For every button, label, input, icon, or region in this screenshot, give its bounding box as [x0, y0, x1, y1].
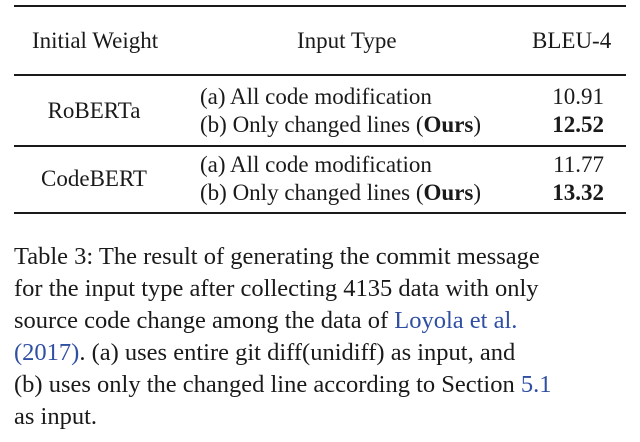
input-type-label: (a) All code modification [200, 84, 432, 109]
caption-text: (b) uses only the changed line according… [14, 371, 521, 398]
header-input-type: Input Type [297, 28, 397, 53]
bleu-score-best: 12.52 [552, 112, 604, 137]
input-type-label: (b) Only changed lines ( [200, 180, 424, 205]
bleu-score: 10.91 [552, 84, 604, 109]
table-caption: Table 3: The result of generating the co… [14, 241, 626, 433]
header-initial-weight: Initial Weight [32, 28, 159, 53]
input-type-row: (a) All code modification [200, 152, 432, 178]
input-type-row: (b) Only changed lines (Ours) [200, 180, 481, 206]
caption-text: . (a) uses entire git diff(unidiff) as i… [79, 339, 516, 366]
weight-codebert: CodeBERT [41, 166, 147, 191]
ours-close-paren: ) [473, 112, 482, 137]
results-table: Initial Weight Input Type BLEU-4 RoBERTa… [14, 0, 626, 214]
input-type-row: (a) All code modification [200, 84, 432, 110]
input-type-label: (a) All code modification [200, 152, 432, 177]
caption-line: (b) uses only the changed line according… [14, 369, 626, 401]
header-rule [14, 74, 626, 76]
caption-line: as input. [14, 403, 98, 430]
citation-link[interactable]: Loyola et al. [394, 307, 518, 334]
input-type-label: (b) Only changed lines ( [200, 112, 424, 137]
bleu-score-best: 13.32 [552, 180, 604, 205]
ours-close-paren: ) [473, 180, 482, 205]
caption-text: source code change among the data of [14, 307, 395, 334]
bleu-score: 11.77 [553, 152, 604, 177]
citation-year-link[interactable]: (2017) [14, 339, 80, 366]
weight-roberta: RoBERTa [47, 98, 141, 123]
input-type-row: (b) Only changed lines (Ours) [200, 112, 481, 138]
section-link[interactable]: 5.1 [520, 371, 552, 398]
caption-line: (2017). (a) uses entire git diff(unidiff… [14, 337, 626, 369]
table-top-rule [14, 5, 626, 7]
table-bottom-rule [14, 212, 626, 214]
header-bleu-4: BLEU-4 [532, 28, 612, 53]
group-rule [14, 145, 626, 147]
caption-line: source code change among the data of Loy… [14, 305, 626, 337]
ours-marker: Ours [423, 112, 474, 137]
caption-line: Table 3: The result of generating the co… [14, 243, 540, 270]
ours-marker: Ours [423, 180, 474, 205]
caption-line: for the input type after collecting 4135… [14, 275, 539, 302]
